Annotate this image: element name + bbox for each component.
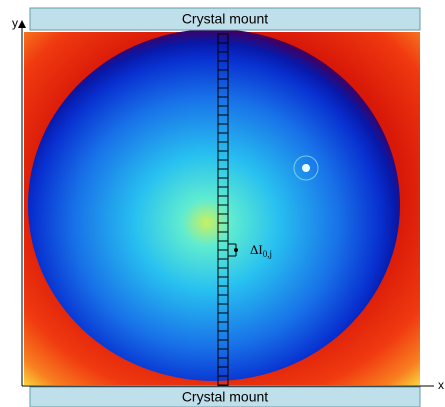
figure: ΔI0,j y x Crystal mount Crystal mount xyxy=(0,0,445,407)
y-arrow xyxy=(18,20,26,28)
x-axis-label: x xyxy=(438,378,444,392)
bottom-mount-label: Crystal mount xyxy=(182,389,268,405)
defect-spot xyxy=(302,164,310,172)
intensity-disk xyxy=(28,29,400,381)
cell-label-main: ΔI xyxy=(250,242,263,257)
cell-marker xyxy=(234,248,238,252)
y-axis-label: y xyxy=(12,16,18,30)
cell-label-sub: 0,j xyxy=(263,249,272,259)
top-mount-label: Crystal mount xyxy=(182,11,268,27)
